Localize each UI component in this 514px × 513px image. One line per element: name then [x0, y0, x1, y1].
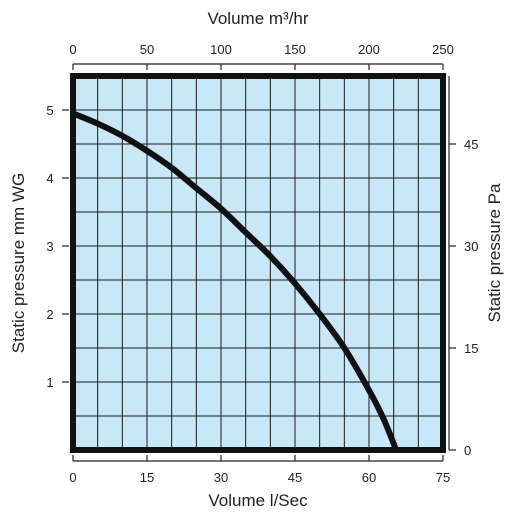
plot-area	[73, 76, 443, 450]
top-tick-label: 100	[210, 42, 232, 57]
plot-frame	[70, 73, 446, 453]
bottom-tick-label: 60	[362, 470, 376, 485]
right-axis: 0 15 30 45	[448, 76, 478, 458]
left-tick-label: 5	[46, 103, 53, 118]
left-tick-label: 1	[46, 375, 53, 390]
left-axis-title: Static pressure mm WG	[9, 173, 28, 353]
top-axis: 0 50 100 150 200 250	[69, 42, 454, 70]
bottom-tick-label: 75	[436, 470, 450, 485]
bottom-tick-label: 45	[288, 470, 302, 485]
right-tick-label: 15	[464, 341, 478, 356]
top-tick-label: 150	[284, 42, 306, 57]
top-tick-label: 200	[358, 42, 380, 57]
right-tick-label: 30	[464, 239, 478, 254]
left-axis: 1 2 3 4 5	[46, 103, 69, 390]
left-tick-label: 3	[46, 239, 53, 254]
right-tick-label: 45	[464, 137, 478, 152]
right-tick-label: 0	[464, 443, 471, 458]
bottom-axis-title: Volume l/Sec	[208, 491, 308, 510]
bottom-tick-label: 15	[140, 470, 154, 485]
top-axis-title: Volume m³/hr	[207, 9, 308, 28]
fan-curve	[70, 110, 400, 453]
grid	[73, 76, 443, 450]
right-axis-title: Static pressure Pa	[485, 183, 504, 322]
left-tick-label: 2	[46, 307, 53, 322]
top-tick-label: 0	[69, 42, 76, 57]
left-tick-label: 4	[46, 171, 53, 186]
bottom-tick-label: 30	[214, 470, 228, 485]
top-tick-label: 250	[432, 42, 454, 57]
bottom-tick-label: 0	[69, 470, 76, 485]
top-tick-label: 50	[140, 42, 154, 57]
bottom-axis: 0 15 30 45 60 75	[69, 455, 450, 485]
